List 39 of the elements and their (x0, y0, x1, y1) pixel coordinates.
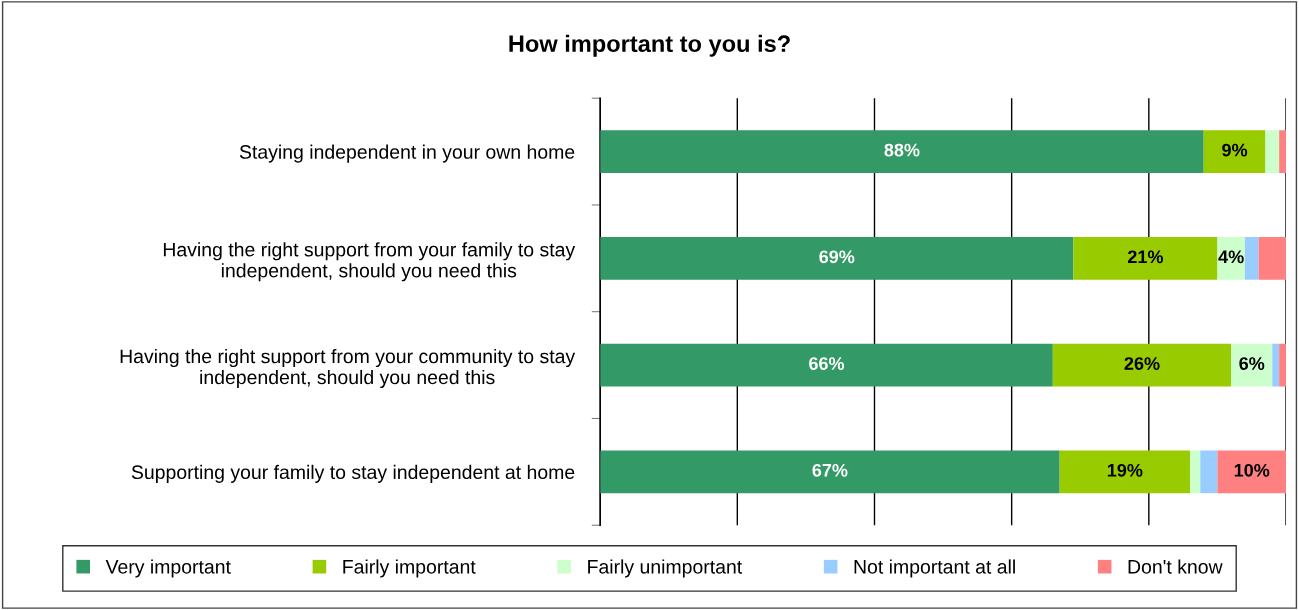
data-label: 66% (809, 357, 845, 370)
legend-label: Not important at all (854, 559, 1015, 578)
bar (600, 343, 1053, 387)
bar (1258, 236, 1287, 280)
data-label: 21% (1127, 250, 1163, 264)
bar (1217, 236, 1245, 280)
legend-label: Very important (105, 559, 231, 578)
data-label: 69% (819, 250, 855, 264)
legend-label: Fairly unimportant (588, 559, 743, 578)
bar (600, 450, 1060, 494)
legend-label: Don't know (1128, 559, 1223, 574)
bar (1052, 343, 1232, 387)
bar (1073, 236, 1218, 280)
data-label: 4% (1218, 250, 1244, 264)
data-label: 88% (884, 143, 920, 157)
y-tick-label: Having the right support from your community to stay independent, should you need this (120, 348, 576, 389)
bar (1244, 236, 1259, 280)
data-label: 9% (1222, 143, 1248, 157)
bar (1059, 450, 1190, 494)
bar (1203, 130, 1266, 173)
bar (1200, 450, 1218, 494)
y-tick-label: Supporting your family to stay independent at home (131, 464, 575, 483)
data-label: 26% (1124, 357, 1160, 370)
data-label: 67% (812, 463, 848, 477)
data-label: 19% (1107, 463, 1143, 477)
y-tick-label: Staying independent in your own home (239, 144, 575, 163)
chart-title: How important to you is? (509, 34, 790, 57)
y-tick-label: Having the right support from your family to stay independent, should you need this (163, 242, 576, 282)
bar (1189, 450, 1201, 494)
data-label: 10% (1234, 463, 1270, 477)
bar (1217, 450, 1287, 494)
data-label: 6% (1239, 357, 1265, 370)
bar (1272, 343, 1280, 387)
bar (600, 236, 1074, 280)
bar (1279, 130, 1287, 173)
bar (600, 130, 1204, 173)
legend-label: Fairly important (343, 559, 476, 578)
bar (1265, 130, 1280, 173)
bar (1279, 343, 1287, 387)
